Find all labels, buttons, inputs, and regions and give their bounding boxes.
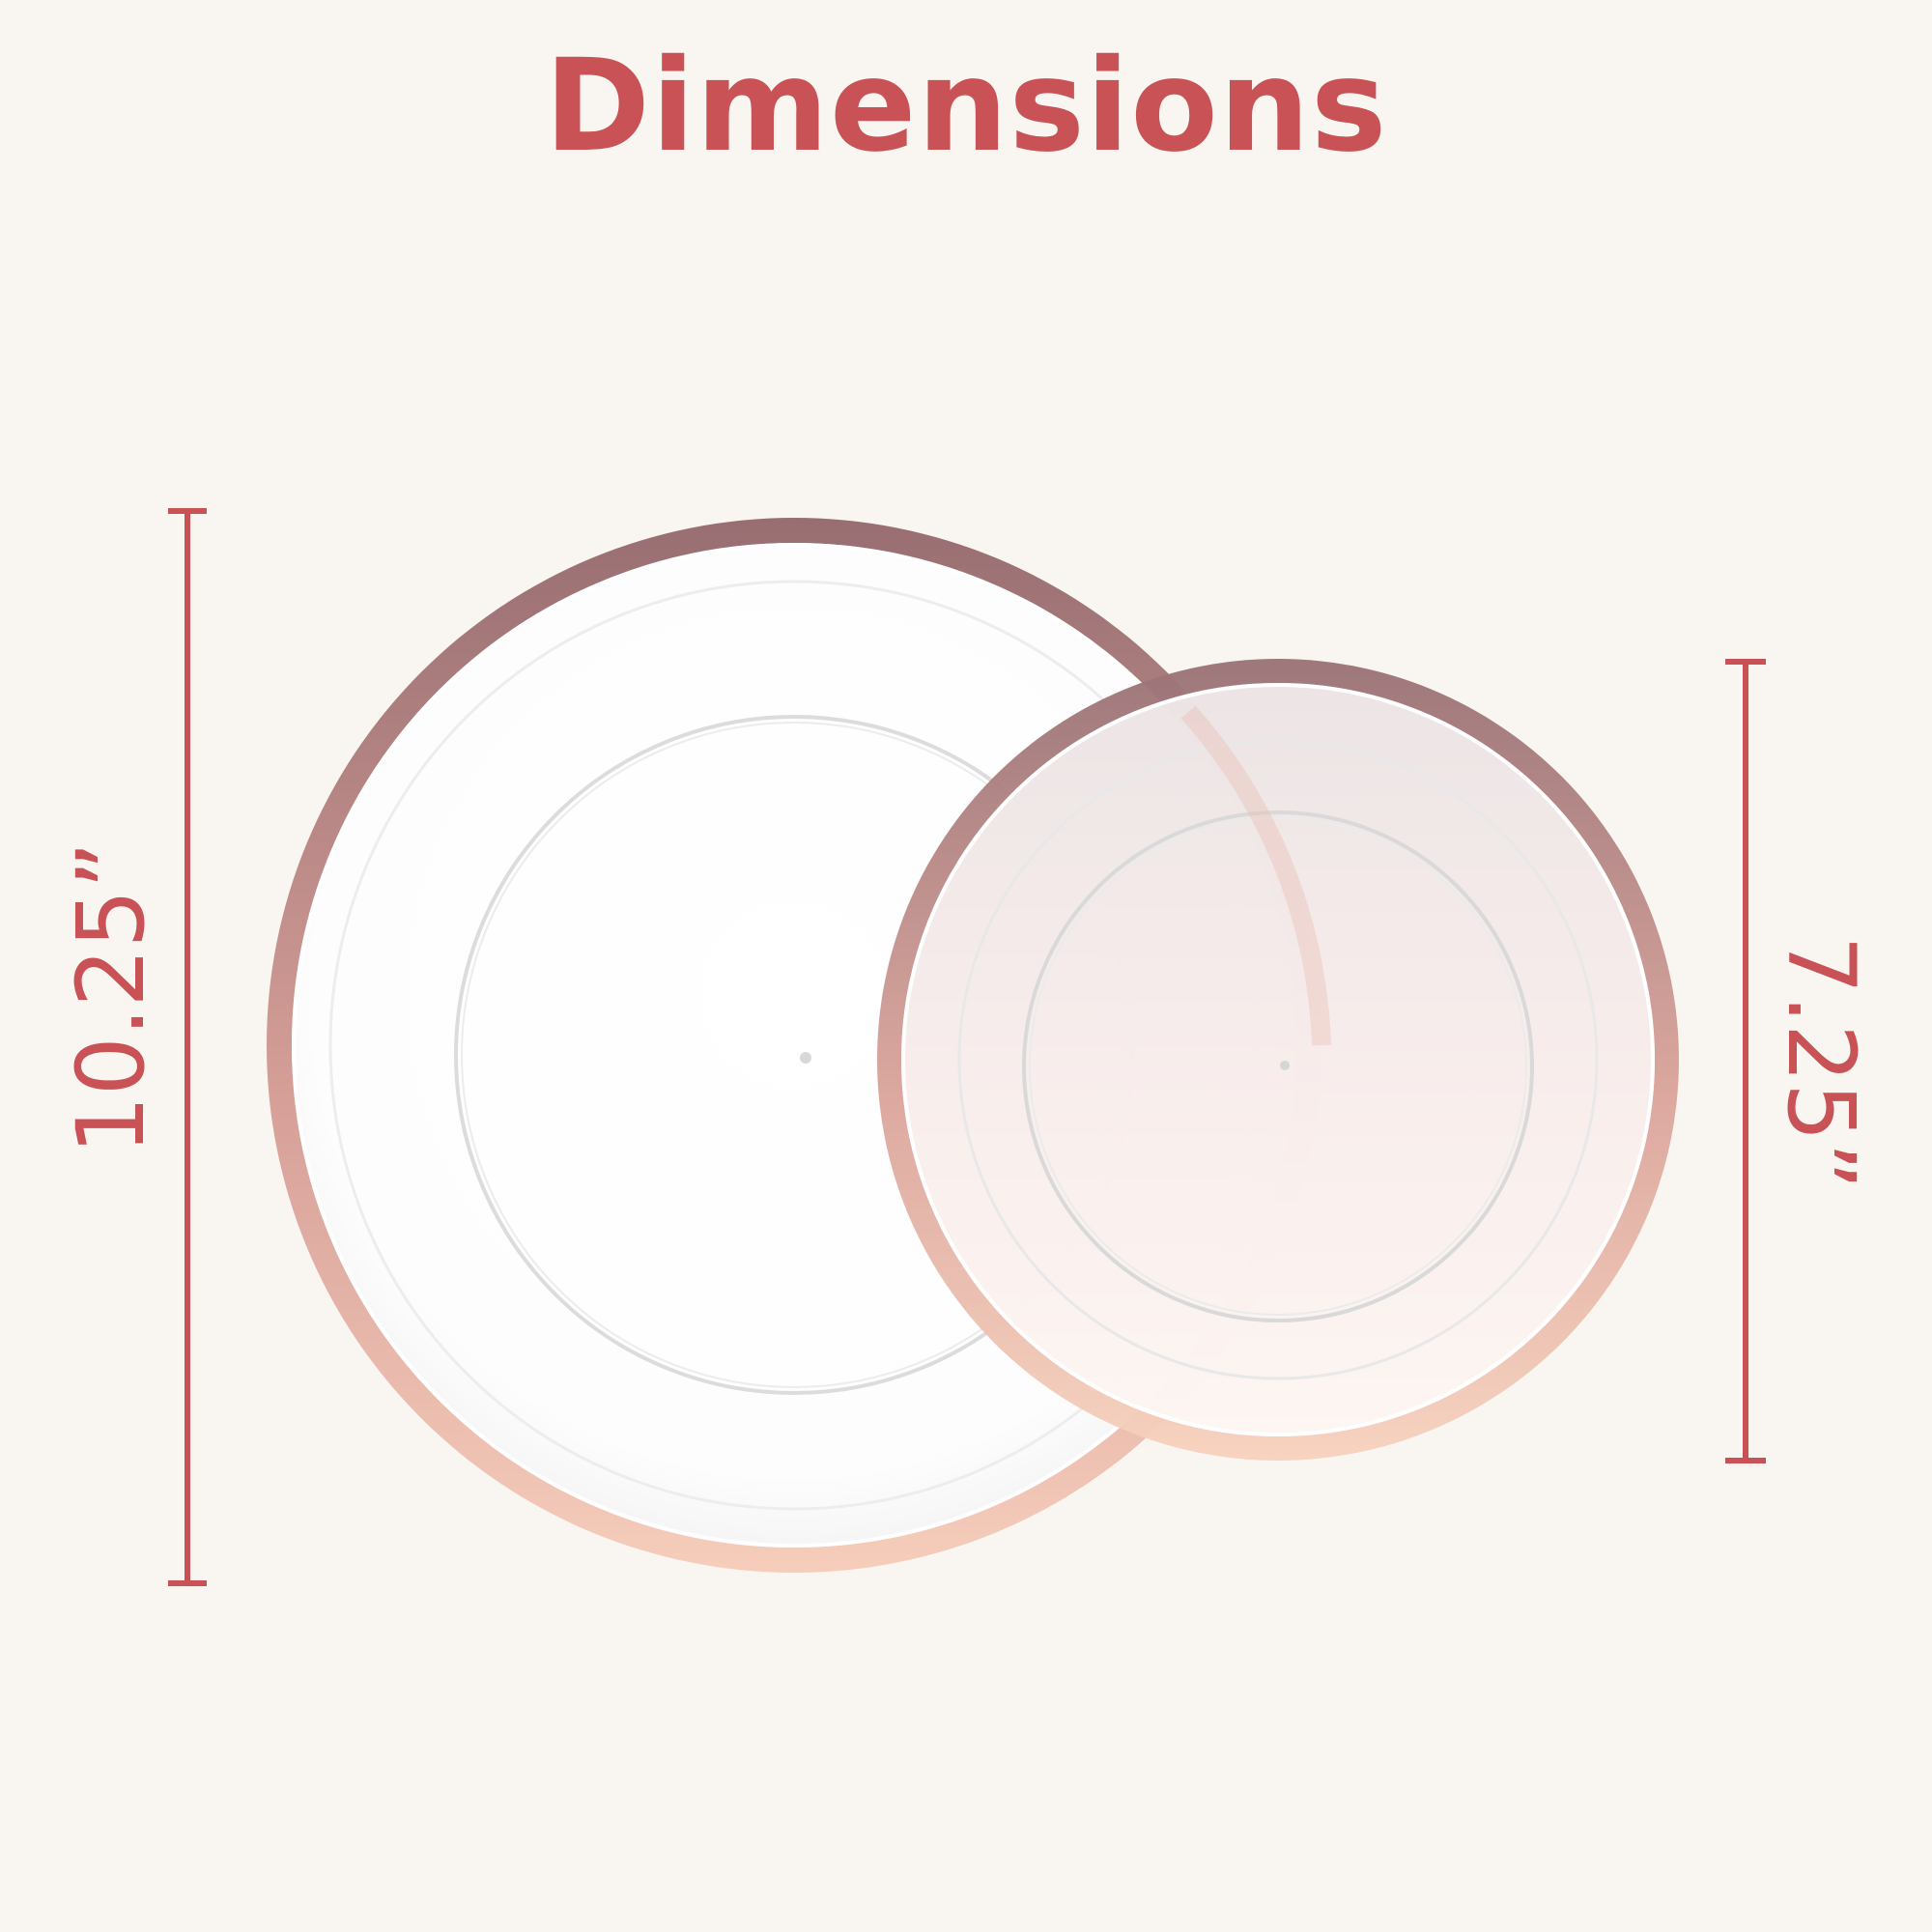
large-plate-dimension-label: 10.25” <box>57 840 165 1155</box>
small-plate-dimension-label: 7.25” <box>1767 935 1875 1190</box>
small-dimension-bar <box>1725 659 1766 1463</box>
small-plate <box>877 659 1679 1461</box>
large-dimension-bar <box>168 508 207 1586</box>
page-title: Dimensions <box>544 32 1388 181</box>
